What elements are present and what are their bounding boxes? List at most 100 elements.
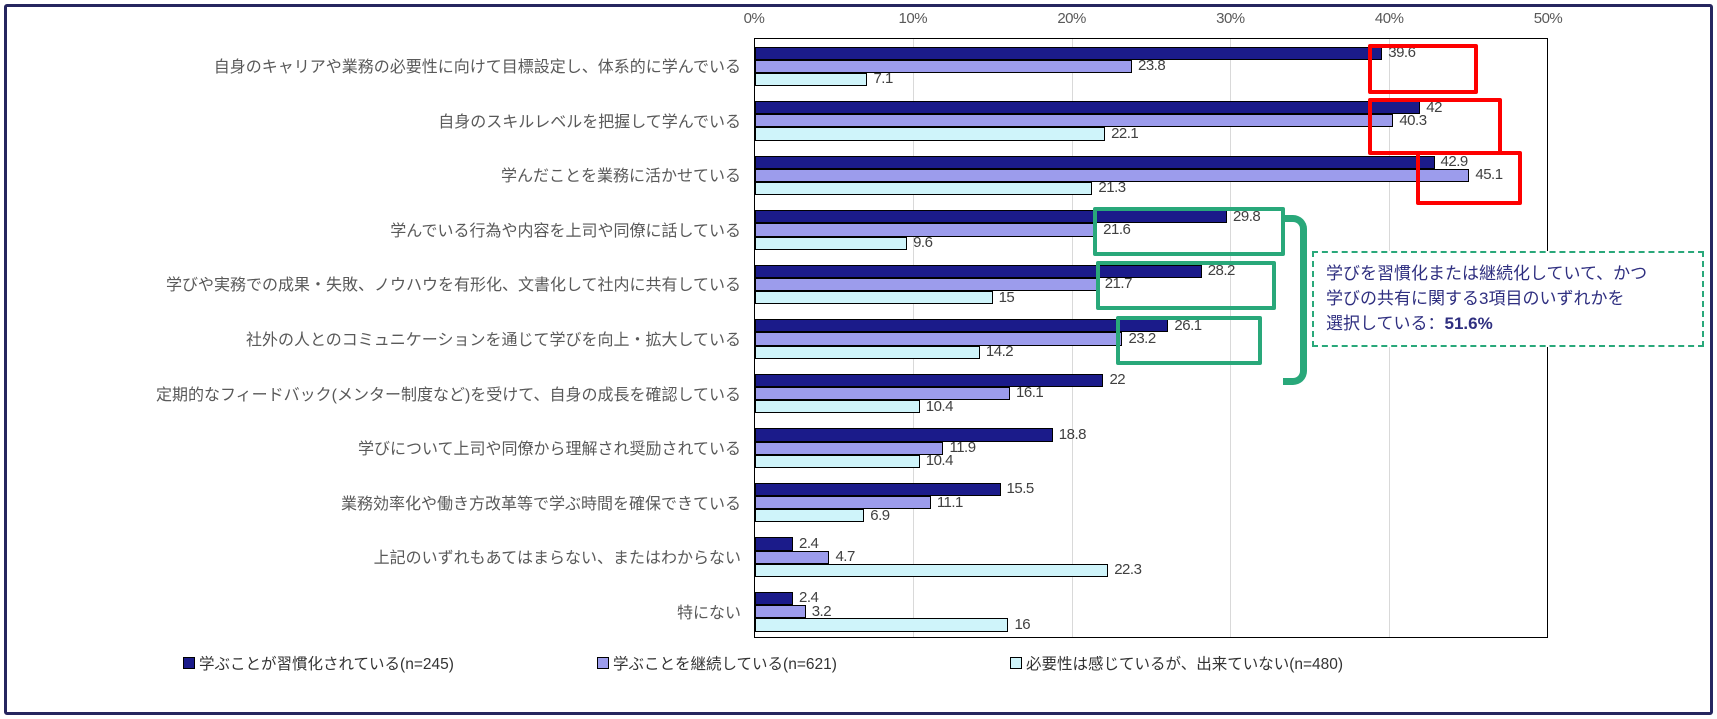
annotation-line: 選択している： — [1326, 313, 1445, 333]
bar-series-2 — [755, 127, 1106, 141]
value-label: 39.6 — [1388, 44, 1416, 61]
value-label: 2.4 — [799, 589, 819, 607]
bar-series-1 — [755, 441, 944, 455]
value-label: 6.9 — [870, 506, 890, 524]
x-tick: 0% — [743, 10, 765, 27]
category-label: 学びについて上司や同僚から理解され奨励されている — [357, 441, 741, 459]
bar-series-0 — [755, 46, 1383, 60]
bar-series-1 — [755, 277, 1099, 292]
annotation-line: 学びの共有に関する3項目のいずれかを — [1326, 288, 1625, 308]
legend-label: 学ぶことが習慣化されている(n=245) — [199, 656, 454, 673]
x-tick: 20% — [1057, 10, 1086, 27]
x-tick: 40% — [1374, 10, 1404, 27]
value-label: 16 — [1014, 615, 1031, 633]
highlight-box-green-row4 — [1093, 207, 1285, 256]
bar-series-1 — [755, 496, 931, 510]
value-label: 10.4 — [925, 397, 954, 415]
highlight-box-red-row3 — [1416, 151, 1522, 205]
highlight-box-red-row1 — [1368, 44, 1478, 94]
value-label: 28.2 — [1207, 262, 1236, 280]
legend-item: 学ぶことが習慣化されている(n=245) — [183, 652, 454, 674]
bar-series-0 — [755, 101, 1421, 115]
bar-series-2 — [755, 345, 980, 359]
bar-series-1 — [755, 550, 830, 564]
legend-swatch-light-purple — [597, 657, 609, 669]
value-label: 26.1 — [1174, 316, 1202, 334]
bar-series-0 — [755, 264, 1202, 278]
value-label: 29.8 — [1233, 207, 1261, 225]
bar-series-0 — [755, 155, 1435, 169]
category-label: 自身のスキルレベルを把握して学んでいる — [438, 113, 741, 131]
category-label: 業務効率化や働き方改革等で学ぶ時間を確保できている — [340, 495, 741, 513]
bar-series-2 — [755, 236, 908, 250]
bar-series-1 — [755, 605, 806, 619]
legend: 学ぶことが習慣化されている(n=245) 学ぶことを継続している(n=621) … — [0, 652, 1717, 676]
bar-series-1 — [755, 114, 1394, 128]
highlight-box-green-row6 — [1116, 316, 1262, 365]
bar-series-1 — [755, 386, 1011, 401]
legend-swatch-dark-blue — [183, 657, 195, 669]
value-label: 18.8 — [1058, 425, 1087, 443]
category-label: 学んでいる行為や内容を上司や同僚に話している — [390, 222, 741, 240]
value-label: 14.2 — [985, 343, 1014, 361]
value-label: 23.8 — [1137, 57, 1166, 75]
x-tick: 50% — [1533, 10, 1563, 27]
value-label: 22 — [1109, 371, 1126, 389]
legend-label: 学ぶことを継続している(n=621) — [613, 656, 837, 673]
bar-series-2 — [755, 400, 920, 414]
value-label: 45.1 — [1475, 166, 1503, 184]
legend-item: 学ぶことを継続している(n=621) — [597, 652, 837, 674]
value-label: 16.1 — [1016, 384, 1044, 402]
value-label: 9.6 — [913, 234, 933, 252]
bar-series-1 — [755, 332, 1123, 346]
value-label: 4.7 — [835, 548, 855, 566]
bar-series-2 — [755, 618, 1009, 632]
bar-series-2 — [755, 72, 868, 87]
annotation-line: 学びを習慣化または継続化していて、かつ — [1326, 264, 1648, 283]
gridline — [1230, 39, 1232, 637]
x-tick: 30% — [1216, 10, 1245, 27]
category-label: 自身のキャリアや業務の必要性に向けて目標設定し、体系的に学んでいる — [213, 59, 741, 77]
value-label: 15 — [998, 288, 1015, 306]
value-label: 2.4 — [799, 534, 819, 552]
legend-label: 必要性は感じているが、出来ていない(n=480) — [1026, 656, 1344, 673]
x-tick: 10% — [898, 10, 928, 27]
value-label: 23.2 — [1128, 329, 1156, 347]
value-label: 40.3 — [1399, 111, 1427, 129]
bar-series-0 — [755, 482, 1001, 497]
value-label: 11.9 — [949, 439, 976, 457]
bar-series-0 — [755, 210, 1228, 224]
bar-series-2 — [755, 181, 1093, 196]
bracket-connector — [1283, 215, 1307, 385]
category-label: 特にない — [676, 604, 741, 622]
bar-series-0 — [755, 428, 1053, 442]
value-label: 42 — [1426, 98, 1442, 116]
value-label: 3.2 — [811, 602, 832, 620]
category-label: 社外の人とのコミュニケーションを通じて学びを向上・拡大している — [245, 331, 741, 349]
bar-series-0 — [755, 591, 794, 606]
category-label: 上記のいずれもあてはまらない、またはわからない — [373, 550, 741, 568]
bar-series-0 — [755, 537, 794, 551]
x-axis: 0% 10% 20% 30% 40% 50% — [744, 10, 1563, 34]
value-label: 21.6 — [1103, 220, 1131, 238]
bar-series-1 — [755, 168, 1470, 182]
bar-series-2 — [755, 563, 1109, 577]
bar-series-2 — [755, 291, 993, 305]
annotation-note: 学びを習慣化または継続化していて、かつ 学びの共有に関する3項目のいずれかを 選… — [1312, 251, 1704, 347]
annotation-percentage: 51.6% — [1444, 313, 1493, 333]
bar-series-0 — [755, 319, 1169, 333]
legend-swatch-pale-cyan — [1010, 657, 1022, 669]
value-label: 7.1 — [873, 70, 893, 88]
value-label: 21.7 — [1104, 275, 1133, 293]
value-label: 42.9 — [1440, 153, 1469, 171]
highlight-box-red-row2 — [1368, 98, 1502, 155]
value-label: 11.1 — [936, 493, 964, 511]
category-label: 学んだことを業務に活かせている — [500, 168, 741, 186]
bar-series-2 — [755, 454, 920, 468]
value-label: 15.5 — [1006, 480, 1035, 498]
highlight-box-green-row5 — [1096, 261, 1276, 310]
legend-item: 必要性は感じているが、出来ていない(n=480) — [1010, 652, 1343, 674]
bar-series-1 — [755, 59, 1132, 73]
category-label: 定期的なフィードバック(メンター制度など)を受けて、自身の成長を確認している — [155, 386, 741, 404]
